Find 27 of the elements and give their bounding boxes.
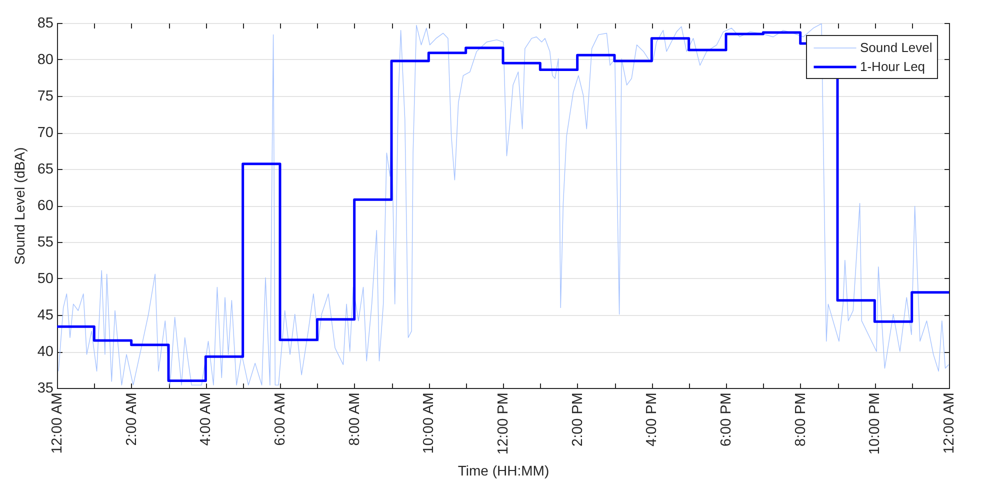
x-tick-label: 12:00 AM	[50, 392, 66, 454]
x-tick-label: 4:00 PM	[644, 392, 660, 446]
x-tick-label: 12:00 AM	[942, 392, 958, 454]
x-tick-label: 2:00 PM	[570, 392, 586, 446]
y-tick-label: 50	[37, 271, 54, 287]
y-tick-label: 75	[37, 88, 54, 104]
legend-label: Sound Level	[860, 40, 932, 55]
y-tick-label: 60	[37, 198, 54, 214]
legend-label: 1-Hour Leq	[860, 59, 926, 74]
x-tick-label: 8:00 AM	[346, 392, 363, 446]
y-axis-title: Sound Level (dBA)	[11, 147, 28, 265]
x-tick-label: 6:00 PM	[718, 392, 734, 446]
x-tick-label: 12:00 PM	[496, 392, 512, 455]
x-tick-label: 6:00 AM	[272, 392, 288, 446]
y-tick-label: 70	[37, 125, 54, 141]
x-tick-label: 10:00 AM	[421, 392, 438, 454]
x-axis-title: Time (HH:MM)	[458, 462, 550, 479]
y-tick-label: 40	[37, 344, 54, 360]
x-tick-label: 10:00 PM	[867, 392, 884, 455]
x-tick-label: 2:00 AM	[124, 392, 140, 446]
y-tick-label: 80	[37, 52, 54, 68]
x-tick-label: 4:00 AM	[198, 392, 214, 446]
y-tick-label: 45	[37, 308, 54, 324]
y-tick-label: 55	[37, 234, 54, 250]
y-tick-label: 65	[37, 162, 54, 178]
x-tick-label: 8:00 PM	[792, 392, 809, 446]
y-tick-label: 85	[37, 16, 54, 32]
